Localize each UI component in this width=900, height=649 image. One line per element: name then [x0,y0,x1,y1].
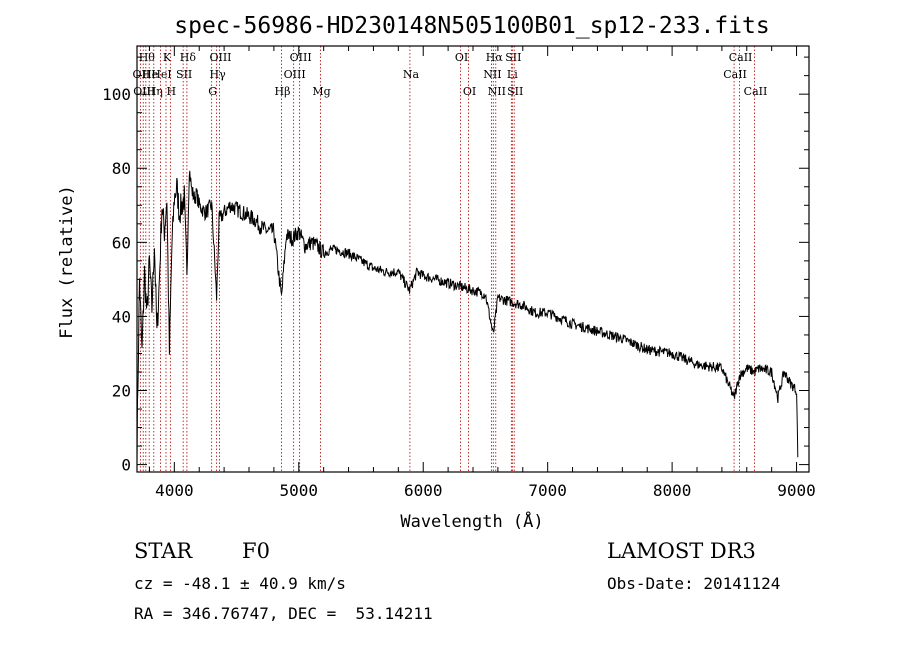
x-tick-label-4000: 4000 [155,481,194,500]
spectral-line-label-4: Hη [147,85,163,98]
spectral-line-label-5: HeI [151,68,171,81]
spectral-line-label-21: Hα [486,51,504,64]
x-tick-label-6000: 6000 [404,481,443,500]
spectral-line-label-17: Na [403,68,420,81]
spectral-line-label-24: SII [505,51,521,64]
spectral-line-label-6: K [163,51,172,64]
spectral-line-label-19: OI [463,85,476,98]
spectral-line-label-9: Hδ [180,51,197,64]
redshift-value: cz = -48.1 ± 40.9 km/s [134,574,346,593]
object-subclass: F0 [242,539,270,563]
y-tick-label-80: 80 [112,159,131,178]
spectral-line-label-22: NII [488,85,506,98]
spectral-line-label-25: SII [507,85,523,98]
spectral-line-label-8: SII [176,68,192,81]
x-tick-label-7000: 7000 [528,481,567,500]
x-tick-label-5000: 5000 [280,481,319,500]
y-axis-label: Flux (relative) [57,185,77,339]
y-tick-label-100: 100 [102,85,131,104]
spectral-line-label-13: Hβ [275,85,291,98]
spectral-line-label-1: OIII [133,85,155,98]
y-tick-label-40: 40 [112,307,131,326]
spectral-line-label-15: OIII [290,51,312,64]
x-axis-label: Wavelength (Å) [400,510,543,532]
spectral-line-markers: OIIOIIIHθHeHηHeIKHSIIHδGHγOIIIHβOIIIOIII… [133,46,768,472]
plot-frame [136,45,810,473]
survey-name: LAMOST DR3 [607,539,756,563]
spectral-line-label-10: G [208,85,217,98]
spectral-line-label-26: CaII [723,68,747,81]
spectral-line-label-16: Mg [312,85,330,98]
x-tick-label-8000: 8000 [653,481,692,500]
spectral-line-label-7: H [167,85,177,98]
spectrum-layer [136,170,799,461]
spectral-line-label-3: He [142,68,158,81]
spectral-line-label-18: OI [455,51,468,64]
axes: 4000 5000 6000 7000 8000 9000 0 20 40 60 80 100 [102,45,816,500]
y-tick-label-60: 60 [112,233,131,252]
chart-title: spec-56986-HD230148N505100B01_sp12-233.f… [174,13,769,39]
observation-date: Obs-Date: 20141124 [607,574,781,593]
y-tick-label-20: 20 [112,382,131,401]
spectral-line-label-28: CaII [744,85,768,98]
coordinates: RA = 346.76747, DEC = 53.14211 [134,604,433,623]
spectral-line-label-20: NII [483,68,501,81]
spectral-line-label-2: Hθ [139,51,156,64]
spectral-line-label-27: CaII [729,51,753,64]
object-class: STAR [134,539,193,563]
spectral-line-label-14: OIII [284,68,306,81]
spectral-line-label-11: Hγ [210,68,227,81]
spectral-line-label-12: OIII [209,51,231,64]
y-tick-label-0: 0 [121,456,131,475]
spectrum-line [136,170,799,461]
x-tick-label-9000: 9000 [777,481,816,500]
